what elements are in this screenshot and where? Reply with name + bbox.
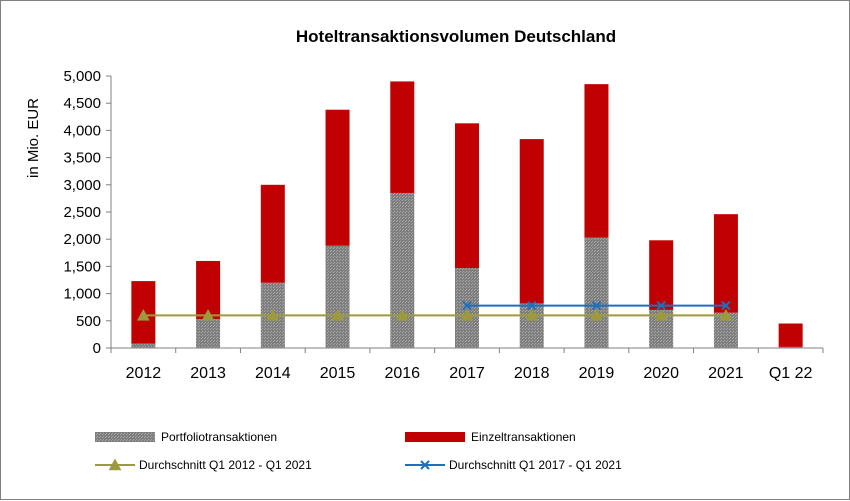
line-marker-x [656,300,666,311]
x-tick-label: 2012 [126,365,162,382]
line-marker-triangle [108,458,122,471]
bar-portfoliotransaktionen [455,268,479,348]
line-marker-x [527,300,537,311]
bar-einzeltransaktionen [519,139,544,304]
legend-label: Durchschnitt Q1 2017 - Q1 2021 [449,458,622,472]
y-axis-label: in Mio. EUR [25,98,42,178]
y-tick-label: 1,500 [63,258,101,275]
legend-label: Einzeltransaktionen [471,430,576,444]
line-marker-triangle [719,308,733,321]
legend: Portfoliotransaktionen Einzeltransaktione… [95,430,622,472]
x-tick-label: 2013 [190,365,226,382]
bar-einzeltransaktionen [584,84,609,238]
x-tick-label: 2019 [579,365,615,382]
line-marker-triangle [201,308,215,321]
x-tick-label: 2016 [384,365,420,382]
bar-portfoliotransaktionen [778,346,803,348]
bar-einzeltransaktionen [260,184,285,283]
bar-portfoliotransaktionen [196,319,221,348]
x-tick-label: 2021 [708,365,744,382]
x-tick-label: 2018 [514,365,550,382]
line-marker-x [721,300,731,311]
bar-einzeltransaktionen [778,323,803,347]
y-tick-label: 4,000 [63,122,101,139]
x-tick-label: 2014 [255,365,291,382]
y-tick-label: 500 [76,313,101,330]
y-tick-label: 3,500 [63,150,101,167]
bar-portfoliotransaktionen [390,192,415,348]
line-marker-triangle [136,308,150,321]
bar-einzeltransaktionen [713,214,738,313]
line-marker-x [591,300,602,311]
y-tick-label: 1,000 [63,286,101,303]
plot-area: 0 500 1,000 1,500 2,000 2,500 3,000 3,500 4,000 4… [63,68,824,382]
line-marker-triangle [460,308,474,321]
x-tick-label: Q1 22 [769,365,813,382]
line-marker-x [420,460,430,470]
line-marker-triangle [525,308,539,321]
legend-swatch [405,432,465,442]
y-tick-label: 2,500 [63,204,101,221]
x-tick-label: 2017 [449,365,485,382]
line-marker-triangle [331,308,344,321]
y-tick-label: 4,500 [63,95,101,112]
bar-portfoliotransaktionen [325,245,350,348]
x-tick-label: 2015 [320,365,356,382]
bar-einzeltransaktionen [325,109,350,246]
bar-einzeltransaktionen [390,81,415,193]
bar-portfoliotransaktionen [584,237,609,348]
y-tick-label: 3,000 [63,177,101,194]
y-tick-label: 0 [93,340,101,357]
chart-title: Hoteltransaktionsvolumen Deutschland [296,27,616,46]
bar-einzeltransaktionen [455,123,479,269]
line-marker-triangle [654,308,668,321]
line-marker-triangle [266,308,280,321]
bar-portfoliotransaktionen [131,343,156,348]
line-marker-triangle [395,308,409,321]
legend-swatch [95,432,155,442]
legend-label: Durchschnitt Q1 2012 - Q1 2021 [139,458,312,472]
bar-einzeltransaktionen [649,240,674,310]
line-marker-x [462,300,472,311]
y-tick-label: 5,000 [63,68,101,85]
x-tick-label: 2020 [643,365,679,382]
y-tick-label: 2,000 [63,231,101,248]
line-marker-triangle [590,308,603,321]
legend-label: Portfoliotransaktionen [161,430,277,444]
